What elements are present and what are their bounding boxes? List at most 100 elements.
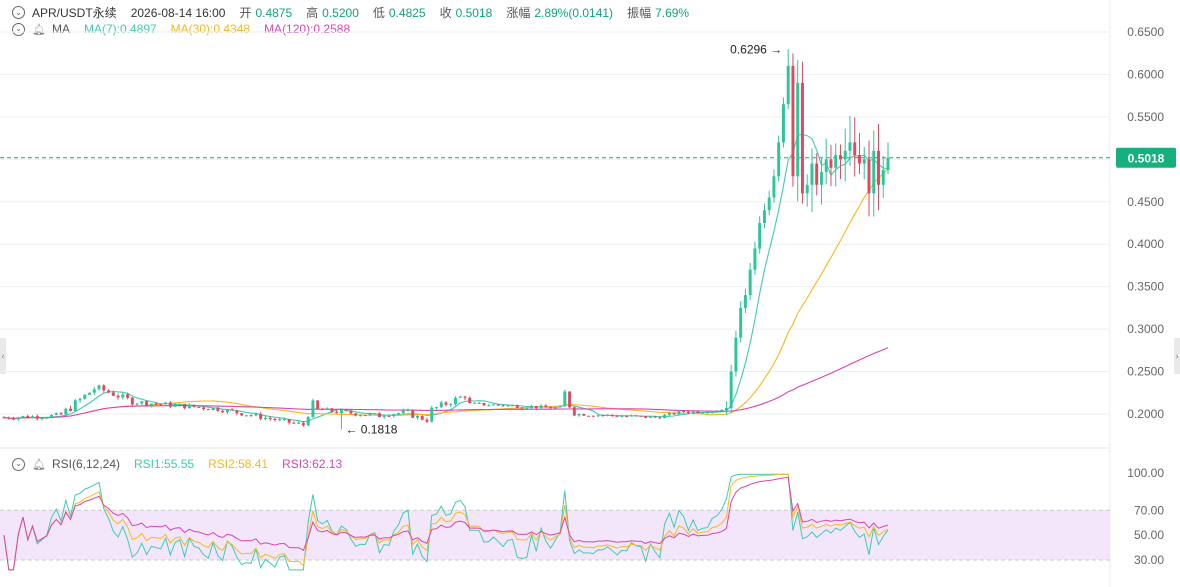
candle-up	[577, 414, 581, 416]
y-tick-label: 0.2500	[1127, 365, 1164, 379]
candle-up	[54, 413, 58, 415]
candle-up	[796, 82, 800, 177]
candle-up	[78, 398, 82, 401]
candle-up	[358, 415, 362, 417]
candle-down	[463, 396, 467, 398]
candle-down	[259, 413, 263, 419]
ma-lines	[3, 133, 889, 423]
chevron-down-icon[interactable]: ⌄	[12, 22, 25, 36]
high-price-marker: 0.6296 →	[730, 42, 782, 56]
candle-up	[244, 415, 248, 417]
candle-up	[97, 385, 101, 390]
scroll-left-handle[interactable]: ‹	[0, 338, 6, 374]
candle-down	[240, 413, 244, 416]
candle-up	[487, 405, 491, 407]
candle-down	[482, 402, 486, 406]
candle-down	[354, 413, 358, 416]
candle-down	[59, 413, 63, 415]
bell-icon[interactable]: 🔔︎	[32, 458, 46, 471]
candle-down	[582, 414, 586, 416]
candle-up	[748, 269, 752, 296]
candle-down	[192, 404, 196, 407]
candle-up	[254, 413, 258, 416]
candle-down	[829, 159, 833, 168]
candle-up	[511, 405, 515, 407]
high-label: 高	[306, 6, 319, 20]
candle-down	[130, 397, 134, 405]
candle-up	[225, 409, 229, 413]
candle-up	[368, 413, 372, 416]
rsi3-line	[3, 476, 889, 571]
candle-down	[216, 407, 220, 411]
candle-up	[21, 415, 25, 418]
candle-up	[88, 392, 92, 395]
price-y-axis: 0.65000.60000.55000.50000.45000.40000.35…	[1127, 25, 1164, 421]
candle-up	[492, 404, 496, 406]
grid-lines	[0, 31, 1110, 415]
candle-down	[335, 411, 339, 413]
chevron-down-icon[interactable]: ⌄	[12, 457, 25, 471]
candles	[2, 49, 890, 430]
y-tick-label: 0.3500	[1127, 280, 1164, 294]
candle-up	[211, 407, 215, 410]
candle-up	[710, 411, 714, 413]
candle-down	[838, 155, 842, 160]
rsi2-value: RSI2:58.41	[208, 457, 269, 471]
candle-down	[867, 159, 871, 194]
ma30-line	[3, 168, 889, 419]
candle-down	[221, 410, 225, 413]
candle-down	[639, 415, 643, 417]
candle-up	[525, 407, 529, 409]
y-tick-label: 0.5500	[1127, 110, 1164, 124]
candle-up	[758, 223, 762, 249]
candle-up	[620, 416, 624, 418]
candle-down	[682, 411, 686, 413]
candle-down	[468, 397, 472, 403]
candle-up	[92, 389, 96, 393]
candle-up	[805, 184, 809, 194]
scroll-right-handle[interactable]: ›	[1174, 338, 1180, 374]
candle-up	[834, 155, 838, 168]
candle-down	[534, 406, 538, 409]
candle-up	[263, 417, 267, 419]
candle-up	[739, 307, 743, 338]
chevron-down-icon[interactable]: ⌄	[12, 6, 25, 19]
candle-up	[539, 405, 543, 409]
candle-up	[40, 418, 44, 420]
candle-up	[164, 402, 168, 405]
candle-up	[648, 416, 652, 418]
candle-down	[330, 408, 334, 412]
candle-down	[12, 418, 15, 420]
candle-up	[149, 403, 153, 406]
candle-up	[373, 413, 377, 415]
candle-up	[73, 400, 77, 411]
candle-down	[853, 142, 857, 156]
candle-down	[363, 415, 367, 417]
change-label: 涨幅	[506, 6, 531, 20]
price-header: ⌄ APR/USDT永续 2026-08-14 16:00 开 0.4875 高…	[12, 4, 689, 21]
y-tick-label: 0.6500	[1127, 25, 1164, 39]
candle-up	[872, 150, 876, 194]
candle-up	[824, 159, 828, 173]
candle-down	[477, 402, 481, 404]
candle-up	[701, 412, 705, 414]
candle-up	[786, 65, 790, 105]
candle-up	[449, 404, 453, 406]
candle-down	[625, 416, 629, 418]
rsi-tick-label: 70.00	[1134, 503, 1164, 517]
candle-down	[877, 150, 880, 185]
candle-up	[781, 104, 785, 143]
candle-down	[249, 415, 253, 417]
rsi-label: RSI(6,12,24)	[51, 457, 121, 471]
candle-down	[800, 82, 804, 194]
low-value: 0.4825	[388, 5, 426, 20]
last-price-tag: 0.5018	[1116, 147, 1176, 168]
candle-down	[273, 418, 277, 421]
candle-down	[587, 415, 591, 417]
candle-up	[558, 406, 562, 408]
candle-up	[173, 404, 177, 407]
candle-up	[278, 419, 282, 421]
rsi-tick-label: 100.00	[1127, 466, 1164, 480]
rsi-tick-label: 30.00	[1134, 553, 1164, 567]
